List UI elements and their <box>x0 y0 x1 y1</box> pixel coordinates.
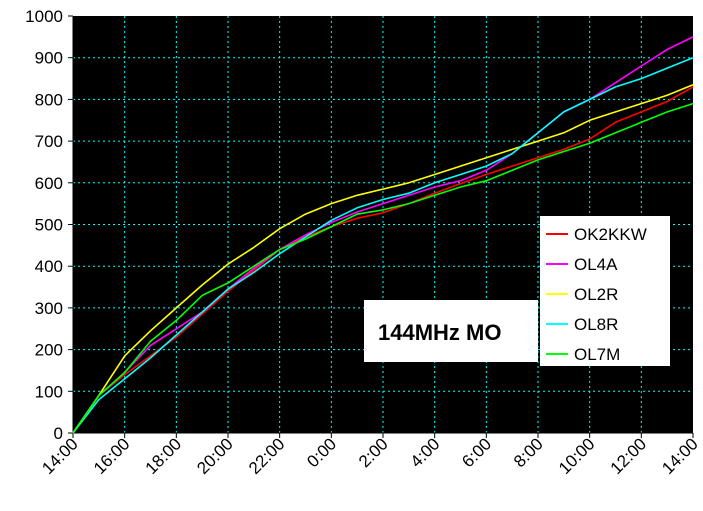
y-tick-label: 200 <box>35 341 63 360</box>
legend-label-ol2r: OL2R <box>574 285 618 304</box>
y-tick-label: 700 <box>35 132 63 151</box>
y-tick-label: 800 <box>35 90 63 109</box>
x-tick-label: 4:00 <box>407 434 444 471</box>
series-line-ok2kkw <box>72 86 694 434</box>
y-tick-label: 900 <box>35 49 63 68</box>
x-tick-label: 18:00 <box>142 434 186 478</box>
y-tick-label: 100 <box>35 382 63 401</box>
y-tick-label: 500 <box>35 216 63 235</box>
y-tick-label: 0 <box>54 424 63 443</box>
title-background <box>364 300 538 362</box>
x-axis-ticks: 14:00 16:00 18:00 20:00 22:00 0:00 2:00 4:00 6:0… <box>38 433 702 478</box>
x-tick-label: 0:00 <box>303 434 340 471</box>
x-tick-label: 14:00 <box>658 434 702 478</box>
y-tick-label: 600 <box>35 174 63 193</box>
series-line-ol7m <box>72 102 694 434</box>
chart-title: 144MHz MO <box>378 320 501 345</box>
legend-items: OK2KKW OL4A OL2R OL8R OL7M <box>546 225 647 364</box>
y-tick-label: 300 <box>35 299 63 318</box>
x-tick-label: 10:00 <box>555 434 599 478</box>
legend-label-ol4a: OL4A <box>574 255 618 274</box>
legend-label-ol8r: OL8R <box>574 315 618 334</box>
x-tick-label: 20:00 <box>193 434 237 478</box>
y-axis-ticks: 0 100 200 300 400 500 600 700 800 900 1000 <box>25 7 73 443</box>
y-tick-label: 1000 <box>25 7 63 26</box>
x-tick-label: 22:00 <box>245 434 289 478</box>
x-tick-label: 6:00 <box>458 434 495 471</box>
legend-label-ol7m: OL7M <box>574 345 620 364</box>
legend-label-ok2kkw: OK2KKW <box>574 225 647 244</box>
x-tick-label: 16:00 <box>90 434 134 478</box>
legend: OK2KKW OL4A OL2R OL8R OL7M <box>540 216 670 366</box>
x-tick-label: 2:00 <box>355 434 392 471</box>
series-line-ol2r <box>72 84 694 434</box>
series-line-ol8r <box>72 56 694 434</box>
legend-background <box>540 216 670 366</box>
x-tick-label: 12:00 <box>607 434 651 478</box>
series-lines <box>72 36 694 434</box>
y-tick-label: 400 <box>35 257 63 276</box>
x-tick-label: 8:00 <box>510 434 547 471</box>
chart-title-box: 144MHz MO <box>364 300 538 362</box>
